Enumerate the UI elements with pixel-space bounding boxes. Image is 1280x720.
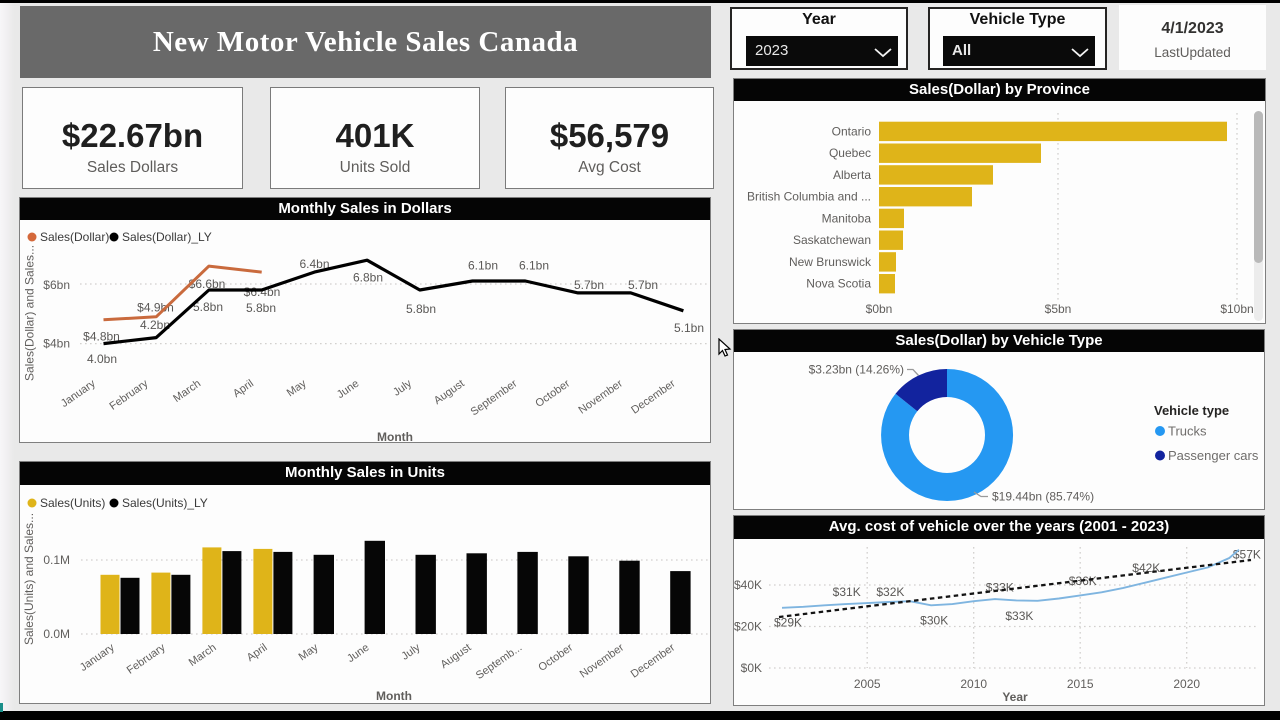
svg-text:$3.23bn (14.26%): $3.23bn (14.26%) (809, 363, 904, 377)
svg-text:6.1bn: 6.1bn (468, 259, 498, 273)
svg-text:4.2bn: 4.2bn (140, 318, 170, 332)
svg-text:Sales(Units) and Sales...: Sales(Units) and Sales... (22, 513, 36, 645)
svg-text:Sales(Units): Sales(Units) (40, 496, 105, 510)
svg-text:Sales(Dollar)_LY: Sales(Dollar)_LY (122, 230, 212, 244)
svg-text:April: April (231, 378, 256, 400)
svg-text:$4.8bn: $4.8bn (83, 330, 120, 344)
svg-text:0.1M: 0.1M (43, 553, 70, 567)
svg-text:Sales(Dollar): Sales(Dollar) (40, 230, 109, 244)
svg-text:2015: 2015 (1067, 677, 1094, 691)
svg-text:March: March (187, 642, 219, 669)
svg-text:June: June (335, 378, 361, 402)
svg-text:July: July (400, 641, 423, 662)
svg-text:$0bn: $0bn (866, 302, 893, 316)
svg-text:6.1bn: 6.1bn (519, 259, 549, 273)
svg-text:$33K: $33K (1005, 609, 1033, 623)
svg-text:New Brunswick: New Brunswick (789, 255, 872, 269)
svg-text:5.1bn: 5.1bn (674, 321, 704, 335)
svg-text:$4.9bn: $4.9bn (137, 301, 174, 315)
svg-text:April: April (245, 642, 270, 664)
svg-text:Quebec: Quebec (829, 146, 871, 160)
svg-text:5.8bn: 5.8bn (406, 302, 436, 316)
svg-text:Sales(Dollar) and Sales...: Sales(Dollar) and Sales... (23, 245, 37, 381)
svg-text:British Columbia and ...: British Columbia and ... (747, 190, 871, 204)
svg-text:Septemb...: Septemb... (474, 642, 524, 682)
svg-text:$32K: $32K (876, 585, 904, 599)
svg-text:$20K: $20K (734, 620, 762, 634)
svg-text:October: October (533, 377, 572, 409)
svg-text:January: January (59, 377, 98, 410)
svg-text:November: November (578, 641, 627, 680)
svg-text:Saskatchewan: Saskatchewan (793, 233, 871, 247)
svg-text:Year: Year (1002, 690, 1028, 704)
svg-text:September: September (469, 377, 520, 418)
svg-text:August: August (438, 642, 473, 671)
svg-text:Trucks: Trucks (1168, 424, 1207, 439)
svg-text:4.0bn: 4.0bn (87, 352, 117, 366)
svg-text:$57K: $57K (1233, 548, 1261, 562)
svg-text:October: October (536, 641, 575, 673)
svg-text:February: February (125, 641, 168, 676)
svg-text:March: March (171, 378, 203, 405)
svg-text:December: December (629, 641, 678, 680)
svg-text:5.7bn: 5.7bn (574, 278, 604, 292)
svg-text:$4bn: $4bn (43, 337, 70, 351)
svg-text:November: November (576, 377, 625, 416)
svg-text:Month: Month (376, 689, 412, 703)
svg-text:$29K: $29K (774, 616, 802, 630)
svg-text:6.4bn: 6.4bn (299, 257, 329, 271)
svg-text:June: June (345, 642, 371, 666)
svg-text:2010: 2010 (960, 677, 987, 691)
svg-text:January: January (78, 641, 117, 674)
svg-text:Nova Scotia: Nova Scotia (806, 277, 871, 291)
svg-text:$40K: $40K (734, 578, 762, 592)
svg-text:$10bn: $10bn (1220, 302, 1253, 316)
svg-text:5.8bn: 5.8bn (193, 300, 223, 314)
svg-text:$0K: $0K (741, 661, 762, 675)
svg-text:Manitoba: Manitoba (822, 211, 872, 225)
svg-text:$5bn: $5bn (1045, 302, 1072, 316)
svg-text:2020: 2020 (1173, 677, 1200, 691)
svg-text:July: July (391, 377, 414, 398)
svg-text:$31K: $31K (833, 585, 861, 599)
svg-text:2005: 2005 (854, 677, 881, 691)
svg-text:December: December (629, 377, 678, 416)
svg-text:$6.6bn: $6.6bn (189, 277, 226, 291)
svg-text:$19.44bn (85.74%): $19.44bn (85.74%) (992, 490, 1094, 504)
svg-text:0.0M: 0.0M (43, 627, 70, 641)
svg-text:Ontario: Ontario (832, 124, 872, 138)
svg-text:August: August (432, 378, 467, 407)
svg-text:5.8bn: 5.8bn (246, 301, 276, 315)
svg-text:Month: Month (377, 430, 413, 444)
svg-text:February: February (107, 377, 150, 412)
svg-text:Vehicle type: Vehicle type (1154, 403, 1229, 418)
svg-text:May: May (297, 641, 321, 663)
svg-text:May: May (285, 377, 309, 399)
svg-text:6.8bn: 6.8bn (353, 271, 383, 285)
svg-text:Sales(Units)_LY: Sales(Units)_LY (122, 496, 208, 510)
svg-text:$33K: $33K (986, 580, 1014, 594)
svg-text:Alberta: Alberta (833, 168, 871, 182)
svg-text:$6bn: $6bn (43, 278, 70, 292)
svg-text:Passenger cars: Passenger cars (1168, 448, 1259, 463)
svg-text:5.7bn: 5.7bn (628, 278, 658, 292)
svg-text:$30K: $30K (920, 613, 948, 627)
